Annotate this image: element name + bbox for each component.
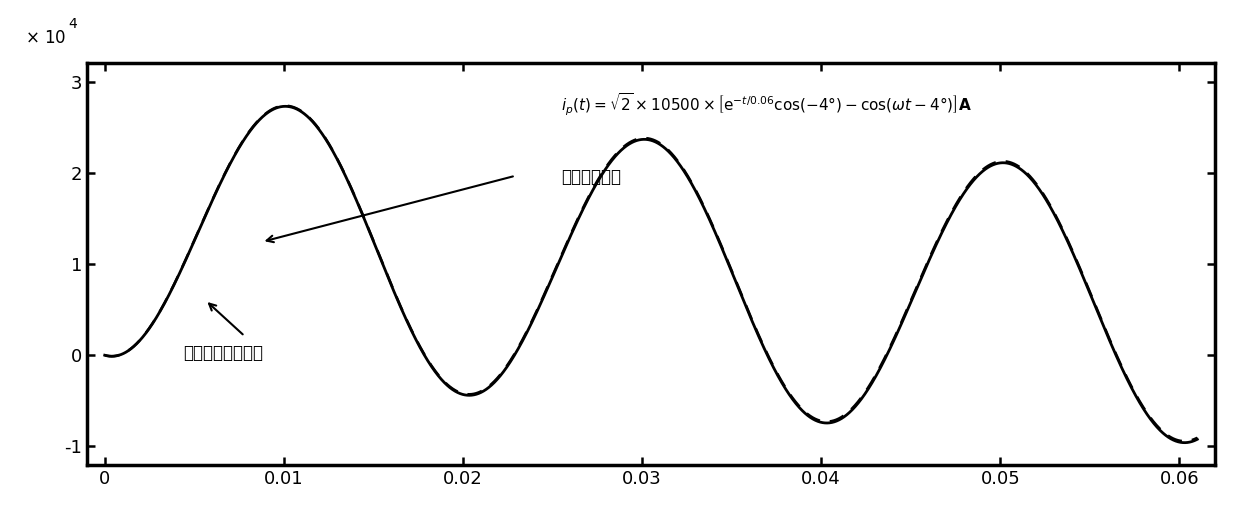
Text: $\times\ 10$: $\times\ 10$	[25, 30, 66, 48]
Text: $i_p(t)=\sqrt{2}\times10500\times\left[\mathrm{e}^{-t/0.06}\cos(-4°)-\cos(\omega: $i_p(t)=\sqrt{2}\times10500\times\left[\…	[560, 91, 971, 118]
Text: 现场故障一次电流: 现场故障一次电流	[182, 344, 263, 362]
Text: $4$: $4$	[68, 17, 78, 31]
Text: 拟合一次电流: 拟合一次电流	[560, 168, 621, 186]
